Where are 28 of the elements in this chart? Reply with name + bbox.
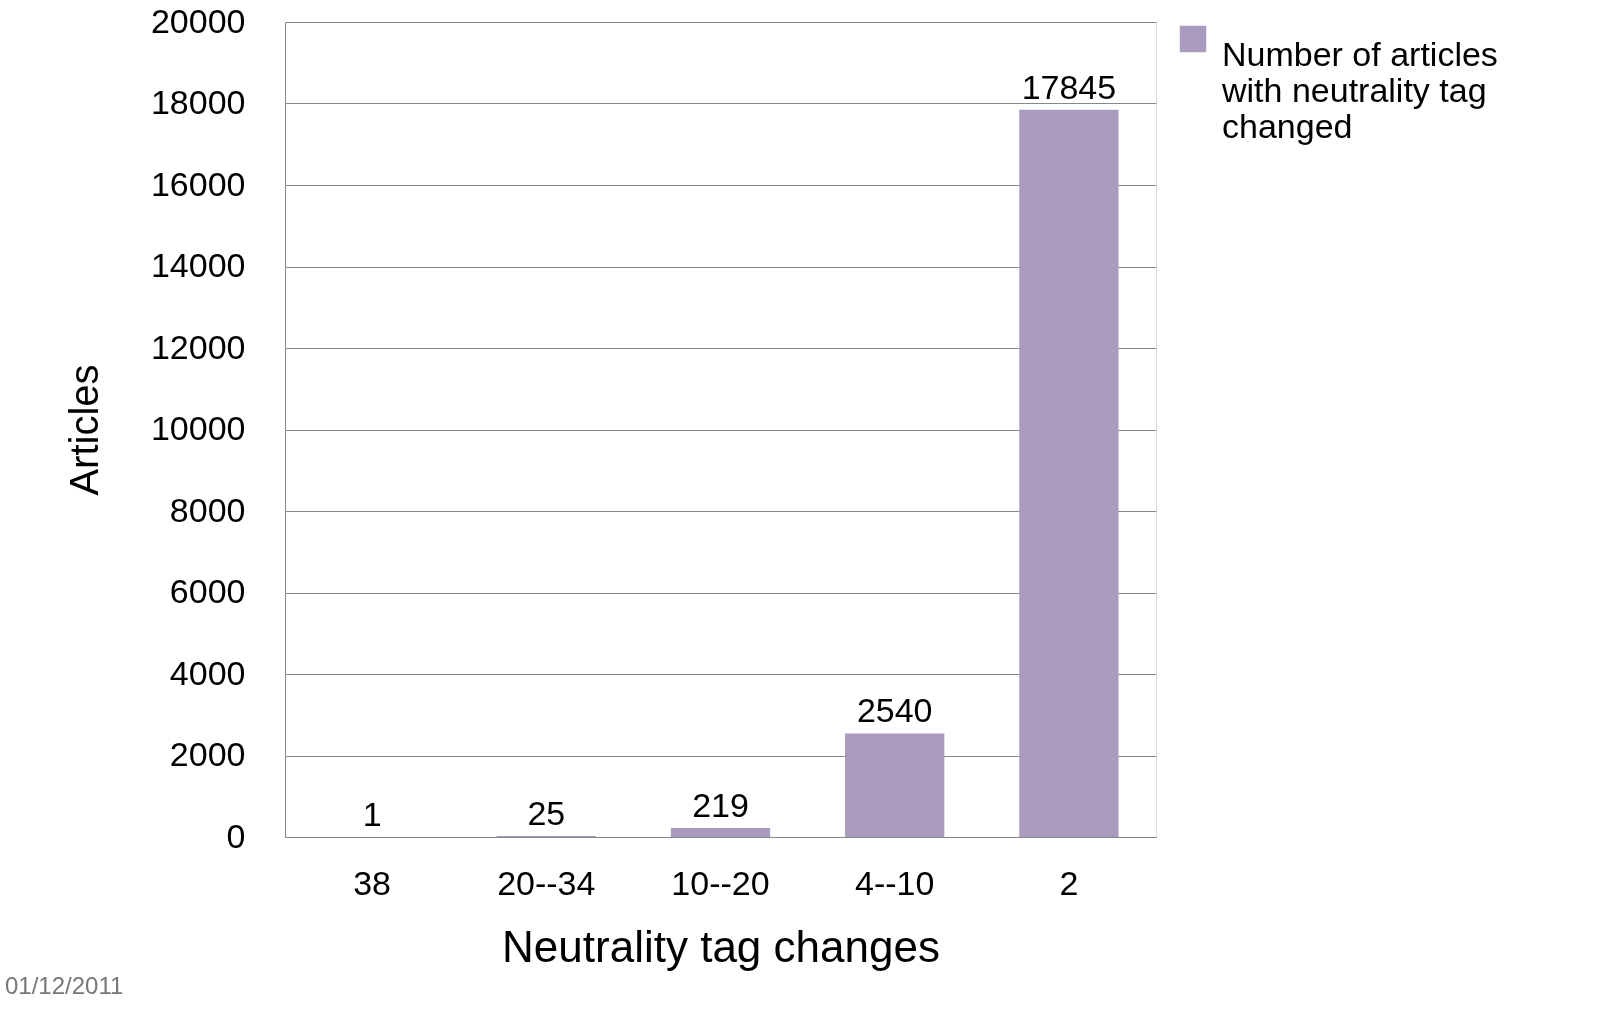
y-axis-title: Articles [61,364,106,496]
y-tick-label: 20000 [150,1,246,40]
y-tick-label: 10000 [150,409,246,447]
bar [845,733,945,837]
x-tick-label: 2 [1059,863,1079,902]
y-tick-label: 2000 [169,735,246,773]
data-label: 25 [527,793,566,832]
y-tick-label: 16000 [150,164,246,203]
x-tick-label: 4--10 [855,863,935,902]
text: 01/12/2011 [5,972,124,999]
x-tick-label: 10--20 [671,863,770,902]
y-tick-label: 18000 [150,83,246,121]
y-tick-label: 0 [226,816,246,855]
data-label: 2540 [856,691,933,730]
data-label: 17845 [1021,67,1117,106]
x-tick-label: 38 [353,863,392,902]
x-axis-title: Neutrality tag changes [502,921,940,971]
y-tick-label: 12000 [150,327,246,366]
bar [1019,109,1119,837]
x-tick-label: 20--34 [497,863,596,902]
y-tick-label: 8000 [169,490,246,529]
legend-label: Number of articles with neutrality tag changed [1221,35,1498,145]
y-tick-label: 4000 [169,653,246,692]
y-tick-label: 14000 [150,246,246,284]
data-label: 219 [692,786,749,825]
data-label: 1 [362,794,382,833]
y-tick-label: 6000 [169,572,246,610]
bar [670,828,771,837]
